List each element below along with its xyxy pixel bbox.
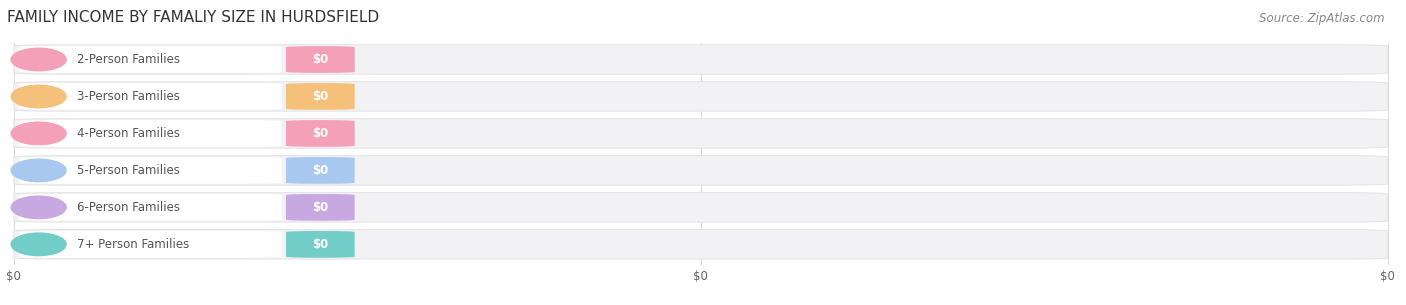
Text: 2-Person Families: 2-Person Families bbox=[77, 53, 180, 66]
Ellipse shape bbox=[11, 48, 66, 71]
Text: 4-Person Families: 4-Person Families bbox=[77, 127, 180, 140]
Text: Source: ZipAtlas.com: Source: ZipAtlas.com bbox=[1260, 12, 1385, 25]
Text: FAMILY INCOME BY FAMALIY SIZE IN HURDSFIELD: FAMILY INCOME BY FAMALIY SIZE IN HURDSFI… bbox=[7, 10, 380, 25]
Ellipse shape bbox=[11, 85, 66, 108]
FancyBboxPatch shape bbox=[20, 120, 281, 147]
Text: 5-Person Families: 5-Person Families bbox=[77, 164, 180, 177]
Ellipse shape bbox=[11, 122, 66, 145]
FancyBboxPatch shape bbox=[14, 230, 1388, 259]
Text: 3-Person Families: 3-Person Families bbox=[77, 90, 180, 103]
Text: $0: $0 bbox=[312, 164, 329, 177]
FancyBboxPatch shape bbox=[285, 231, 354, 258]
Text: $0: $0 bbox=[312, 90, 329, 103]
FancyBboxPatch shape bbox=[20, 83, 281, 110]
Text: 7+ Person Families: 7+ Person Families bbox=[77, 238, 190, 251]
FancyBboxPatch shape bbox=[285, 46, 354, 73]
FancyBboxPatch shape bbox=[285, 157, 354, 184]
FancyBboxPatch shape bbox=[20, 46, 281, 73]
FancyBboxPatch shape bbox=[285, 194, 354, 221]
FancyBboxPatch shape bbox=[285, 83, 354, 110]
Text: $0: $0 bbox=[312, 201, 329, 214]
FancyBboxPatch shape bbox=[14, 156, 1388, 185]
FancyBboxPatch shape bbox=[14, 193, 1388, 222]
Ellipse shape bbox=[11, 233, 66, 256]
Ellipse shape bbox=[11, 159, 66, 182]
FancyBboxPatch shape bbox=[14, 82, 1388, 111]
FancyBboxPatch shape bbox=[14, 119, 1388, 148]
FancyBboxPatch shape bbox=[20, 231, 281, 258]
Text: 6-Person Families: 6-Person Families bbox=[77, 201, 180, 214]
FancyBboxPatch shape bbox=[20, 194, 281, 221]
FancyBboxPatch shape bbox=[20, 157, 281, 184]
FancyBboxPatch shape bbox=[285, 120, 354, 147]
FancyBboxPatch shape bbox=[14, 45, 1388, 74]
Text: $0: $0 bbox=[312, 238, 329, 251]
Text: $0: $0 bbox=[312, 127, 329, 140]
Text: $0: $0 bbox=[312, 53, 329, 66]
Ellipse shape bbox=[11, 196, 66, 219]
